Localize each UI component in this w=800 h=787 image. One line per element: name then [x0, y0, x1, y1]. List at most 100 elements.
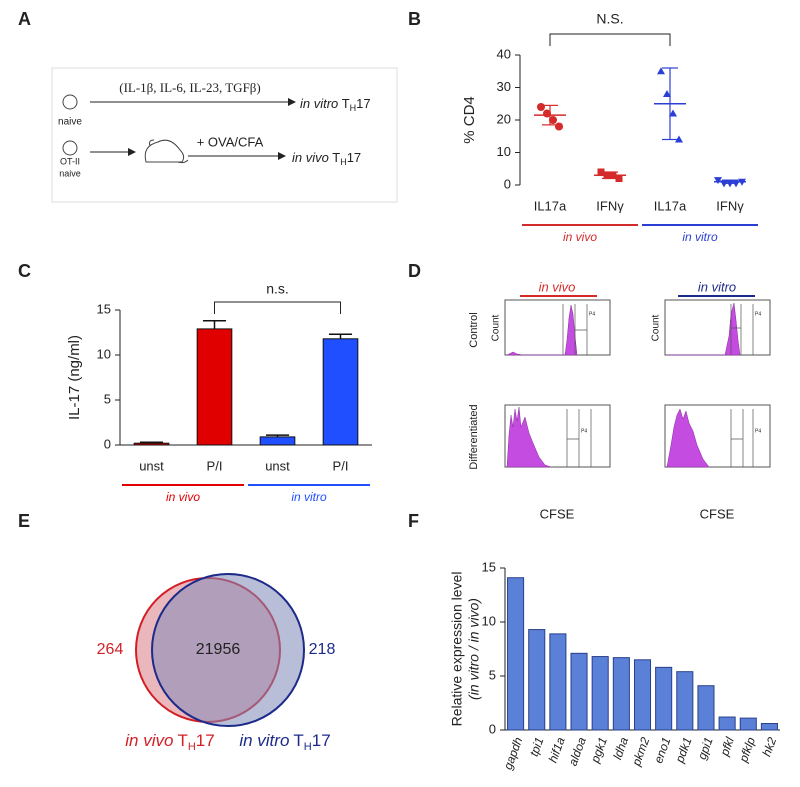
venn-count: 264 [97, 641, 124, 658]
cell-label: naive [59, 168, 81, 178]
data-point [549, 116, 557, 124]
x-tick-label: IL17a [534, 198, 567, 213]
y-tick-label: 5 [489, 667, 496, 682]
bar [570, 652, 588, 731]
x-tick-label: unst [265, 458, 290, 473]
x-tick-label: pfkl [717, 735, 737, 759]
data-point [714, 177, 722, 185]
bar [612, 657, 630, 731]
group-label: in vivo [166, 490, 200, 504]
label-part: 17 [312, 731, 331, 750]
x-tick-label: unst [139, 458, 164, 473]
bracket [549, 33, 671, 46]
gate [730, 409, 754, 467]
data-point [555, 122, 563, 131]
bar [196, 328, 233, 446]
data-point [537, 103, 545, 111]
x-tick-label: IFNγ [596, 198, 624, 213]
x-tick-label: hk2 [759, 735, 779, 758]
mouse-icon [144, 139, 189, 164]
histogram: P4 [664, 404, 771, 468]
venn-label: in vivo TH17 [125, 731, 214, 752]
label-part: in vivo [125, 731, 173, 750]
arrow-head [288, 98, 296, 106]
gate-label: P4 [755, 311, 761, 317]
histogram-shape [667, 302, 741, 356]
cell-label: OT-II [60, 156, 80, 166]
diagram-frame [51, 67, 398, 203]
y-axis-label: % CD4 [461, 96, 478, 144]
venn-set [151, 573, 305, 727]
diagram: naive (IL-1β, IL-6, IL-23, TGFβ) in vitr… [51, 67, 398, 203]
x-tick-label: pgk1 [588, 735, 610, 765]
gate-label: P4 [755, 428, 761, 434]
y-tick-label: 15 [97, 301, 111, 316]
label-part: in vitro [239, 731, 289, 750]
data-point [657, 67, 665, 75]
plot-frame [664, 299, 771, 356]
x-tick-label: ldha [610, 735, 631, 761]
label-part: in vivo [292, 150, 329, 165]
data-point [675, 135, 683, 143]
x-tick-label: gapdh [501, 735, 526, 771]
x-tick-label: P/I [207, 458, 223, 473]
x-tick-label: IFNγ [716, 198, 744, 213]
label-part: T [332, 150, 340, 165]
venn-count: 218 [309, 641, 336, 658]
bar [760, 723, 778, 731]
y-tick-label: 0 [504, 176, 511, 191]
label-part: in vitro [300, 96, 338, 111]
x-tick-label: pdk1 [672, 735, 694, 765]
data-point [615, 175, 623, 182]
label-part: 17 [356, 96, 370, 111]
y-axis-label: Count [491, 314, 502, 341]
y-tick-label: 0 [489, 721, 496, 736]
histogram: P4 [664, 299, 771, 356]
histogram: P4 [504, 299, 611, 356]
venn-count: 21956 [196, 641, 241, 658]
bar [591, 656, 609, 731]
y-axis-label: IL-17 (ng/ml) [66, 335, 83, 420]
histogram: P4 [504, 404, 611, 468]
x-axis-label: CFSE [700, 506, 735, 521]
y-axis-label: (in vitro / in vivo) [466, 598, 482, 700]
row-label: Differentiated [468, 404, 480, 469]
bracket [214, 301, 341, 314]
gate [566, 409, 592, 467]
y-tick-label: 20 [497, 111, 511, 126]
x-tick-label: pfklp [736, 735, 758, 765]
gate [730, 304, 754, 355]
annotation: N.S. [596, 11, 623, 27]
outcome-label: in vitro TH17 [300, 96, 371, 113]
row-label: Control [468, 312, 480, 347]
group-label: in vitro [682, 230, 718, 244]
plot-frame [664, 404, 771, 468]
bar [133, 442, 170, 446]
histogram-shape [506, 406, 552, 468]
cell-icon [62, 94, 78, 110]
label-part: H [188, 741, 196, 753]
label-part: H [340, 157, 347, 167]
x-tick-label: eno1 [651, 735, 673, 765]
panel-label: E [18, 511, 30, 531]
x-axis-label: CFSE [540, 506, 575, 521]
column-title: in vitro [698, 279, 736, 294]
y-tick-label: 10 [497, 144, 511, 159]
bar [322, 338, 359, 446]
label-part: H [304, 741, 312, 753]
bar [655, 666, 673, 731]
data-point [663, 90, 671, 97]
y-tick-label: 30 [497, 79, 511, 94]
x-tick-label: hif1a [546, 735, 568, 765]
label-part: T [177, 731, 187, 750]
gate [562, 304, 588, 355]
y-tick-label: 15 [482, 559, 496, 574]
cell-icon [62, 140, 78, 156]
plot-frame [504, 299, 611, 356]
arrow-head [278, 152, 286, 160]
label-part: H [350, 103, 357, 113]
y-tick-label: 40 [497, 46, 511, 61]
bar [633, 659, 652, 731]
y-tick-label: 10 [482, 613, 496, 628]
